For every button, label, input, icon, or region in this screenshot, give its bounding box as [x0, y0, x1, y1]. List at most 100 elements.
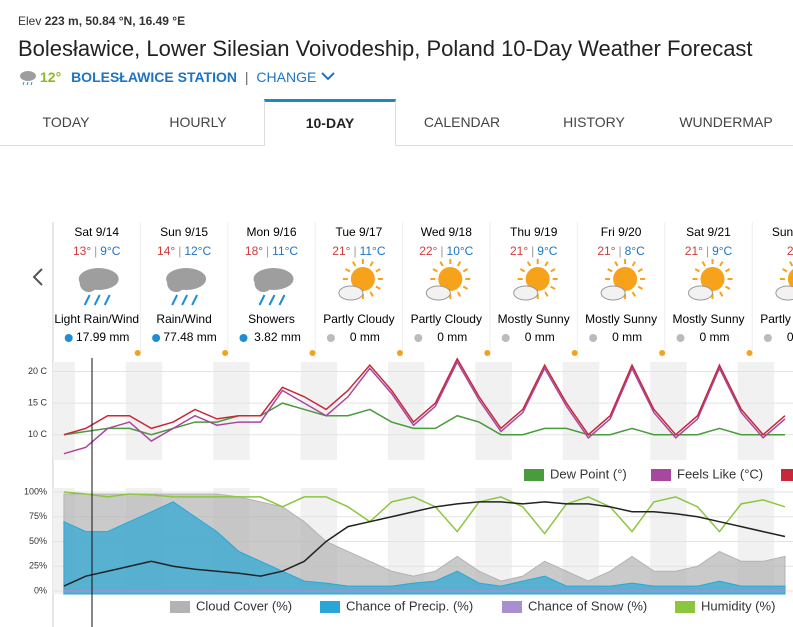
rain: [268, 294, 276, 306]
high: 18°: [245, 244, 263, 258]
y-tick-label: 20 C: [28, 366, 48, 376]
hi-lo: 14° | 12°C: [157, 244, 211, 258]
ray: [614, 261, 619, 267]
sun-dot: [134, 350, 141, 356]
tab[interactable]: 10-DAY: [264, 99, 396, 146]
hi-lo: 21° | 8°C: [597, 244, 645, 258]
weather-icon: [253, 268, 294, 306]
night-band: [53, 362, 75, 460]
ray: [631, 261, 636, 267]
ray: [719, 291, 724, 297]
condition: Partly Cloudy: [323, 312, 394, 326]
precip-amount: 0 mm: [612, 330, 642, 344]
prev-arrow[interactable]: [32, 268, 43, 286]
ray: [637, 285, 643, 290]
ray: [462, 285, 469, 290]
condition: Partly Cloudy: [760, 312, 793, 326]
ray: [462, 268, 469, 273]
condition: Rain/Wind: [156, 312, 211, 326]
ray: [701, 261, 706, 267]
divider: |: [94, 244, 97, 258]
change-station[interactable]: CHANGE: [256, 69, 317, 85]
current-temp: 12°: [40, 69, 62, 85]
ray: [456, 291, 462, 297]
tab[interactable]: TODAY: [42, 114, 90, 130]
station-name[interactable]: BOLESŁAWICE STATION: [71, 69, 237, 85]
y-tick-label: 25%: [29, 561, 47, 571]
legend-swatch: [502, 601, 522, 613]
legend-label: Dew Point (°): [550, 466, 627, 481]
low: 9°C: [537, 244, 557, 258]
y-tick-label: 15 C: [28, 397, 48, 407]
high: 14°: [157, 244, 175, 258]
divider: |: [619, 244, 622, 258]
high: 13°: [73, 244, 91, 258]
hi-lo: 22° | 10°C: [419, 244, 473, 258]
sun: [787, 269, 793, 289]
rain: [171, 294, 178, 306]
title: Bolesławice, Lower Silesian Voivodeship,…: [18, 36, 753, 61]
day-label: Mon 9/16: [246, 225, 296, 239]
rain: [83, 294, 91, 306]
ray: [432, 268, 438, 273]
hi-lo: 13° | 9°C: [73, 244, 121, 258]
ray: [544, 291, 549, 297]
station-bar: 12° BOLESŁAWICE STATION | CHANGE: [18, 69, 336, 85]
ray: [345, 268, 351, 273]
day-label: Thu 9/19: [510, 225, 558, 239]
drop-icon: [501, 334, 510, 342]
precip-amount: 0 mm: [350, 330, 380, 344]
ray: [369, 291, 374, 297]
sun-dot: [571, 350, 578, 356]
precip-amount: 0 mm: [525, 330, 555, 344]
weather-icon: [166, 268, 207, 306]
drop-icon: [676, 334, 685, 342]
day-label: Sun 9/15: [160, 225, 208, 239]
divider: |: [266, 244, 269, 258]
divider: |: [706, 244, 709, 258]
low: 11°C: [360, 244, 386, 258]
tab[interactable]: HISTORY: [563, 114, 625, 130]
hi-lo: 21° | 11°C: [332, 244, 386, 258]
sun: [438, 267, 463, 291]
tabs: TODAY HOURLY 10-DAY CALENDAR HISTORY WUNDERMA…: [0, 99, 793, 146]
rain: [278, 294, 286, 306]
line: [63, 357, 786, 436]
precip-amount: 0 mm: [700, 330, 730, 344]
night-band: [650, 362, 687, 460]
rain: [93, 294, 101, 306]
ray: [439, 261, 444, 267]
high: 21°: [685, 244, 703, 258]
night-band: [125, 362, 163, 460]
high: 21°: [510, 244, 528, 258]
high: 22°: [419, 244, 437, 258]
condition: Mostly Sunny: [585, 312, 657, 326]
chevron[interactable]: [320, 70, 336, 82]
legend-label: Chance of Precip. (%): [346, 598, 473, 613]
cloud: [688, 285, 713, 301]
line: [63, 501, 786, 587]
tab[interactable]: WUNDERMAP: [679, 114, 773, 130]
sun-dot: [222, 350, 229, 356]
tab[interactable]: CALENDAR: [423, 114, 501, 130]
elev: 223 m,: [44, 14, 83, 28]
sun: [613, 267, 638, 291]
condition: Mostly Sunny: [672, 312, 744, 326]
precip-amount: 77.48 mm: [163, 330, 216, 344]
cloud: [513, 285, 539, 301]
high: 21°: [787, 244, 793, 258]
legend-swatch: [675, 601, 695, 613]
condition: Partly Cloudy: [411, 312, 482, 326]
ray: [375, 268, 381, 273]
day-label: Tue 9/17: [335, 225, 382, 239]
divider: |: [353, 244, 356, 258]
legend-label: Cloud Cover (%): [196, 598, 292, 613]
hi-lo: 18° | 11°C: [245, 244, 299, 258]
weather-icon: [600, 259, 646, 301]
ray: [519, 268, 526, 273]
tab[interactable]: HOURLY: [169, 114, 227, 130]
drop-icon: [239, 334, 248, 342]
y-tick-label: 75%: [29, 511, 47, 521]
sun-dot: [396, 350, 403, 356]
